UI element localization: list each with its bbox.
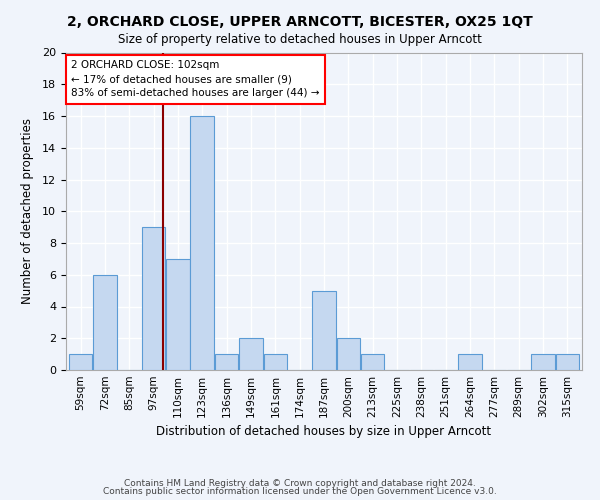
- Text: Contains HM Land Registry data © Crown copyright and database right 2024.: Contains HM Land Registry data © Crown c…: [124, 478, 476, 488]
- Bar: [531, 354, 555, 370]
- Bar: [142, 227, 166, 370]
- Text: 2 ORCHARD CLOSE: 102sqm
← 17% of detached houses are smaller (9)
83% of semi-det: 2 ORCHARD CLOSE: 102sqm ← 17% of detache…: [71, 60, 320, 98]
- Bar: [337, 338, 360, 370]
- Bar: [190, 116, 214, 370]
- Text: Contains public sector information licensed under the Open Government Licence v3: Contains public sector information licen…: [103, 487, 497, 496]
- Bar: [361, 354, 385, 370]
- Bar: [69, 354, 92, 370]
- Y-axis label: Number of detached properties: Number of detached properties: [21, 118, 34, 304]
- Bar: [215, 354, 238, 370]
- Bar: [263, 354, 287, 370]
- Bar: [166, 259, 190, 370]
- Bar: [312, 290, 336, 370]
- Bar: [458, 354, 482, 370]
- Bar: [93, 275, 117, 370]
- X-axis label: Distribution of detached houses by size in Upper Arncott: Distribution of detached houses by size …: [157, 426, 491, 438]
- Bar: [239, 338, 263, 370]
- Text: Size of property relative to detached houses in Upper Arncott: Size of property relative to detached ho…: [118, 32, 482, 46]
- Bar: [556, 354, 579, 370]
- Text: 2, ORCHARD CLOSE, UPPER ARNCOTT, BICESTER, OX25 1QT: 2, ORCHARD CLOSE, UPPER ARNCOTT, BICESTE…: [67, 15, 533, 29]
